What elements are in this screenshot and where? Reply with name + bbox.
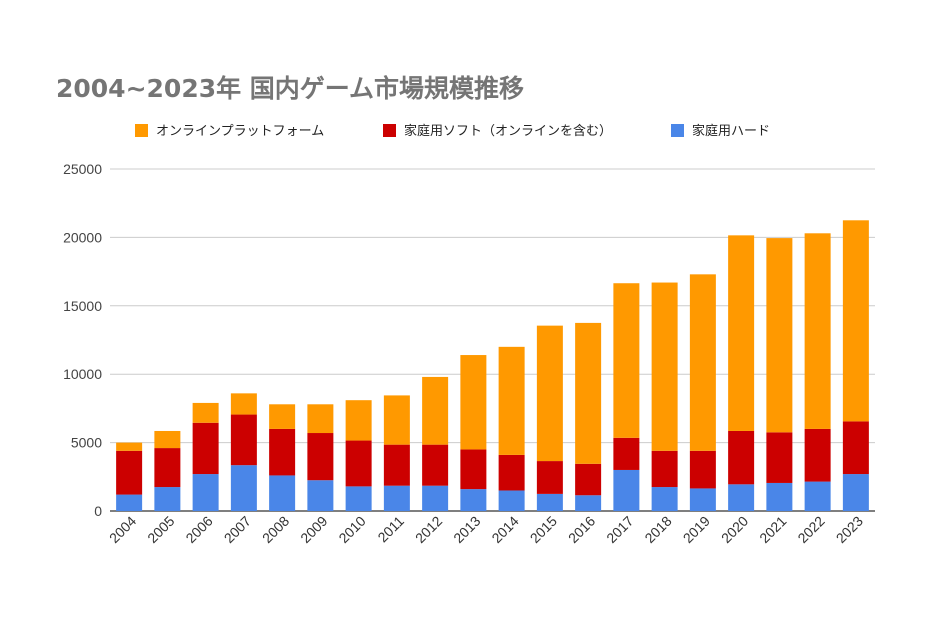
- y-tick-label: 15000: [63, 298, 102, 314]
- y-tick-label: 10000: [63, 366, 102, 382]
- bar-segment-online-2016: [575, 322, 602, 464]
- chart-gridlines: [110, 168, 875, 512]
- x-tick-label: 2013: [450, 513, 483, 546]
- bar-segment-hardware-2020: [728, 484, 755, 511]
- bar-segment-software-2004: [116, 450, 143, 495]
- chart-legend: オンラインプラットフォーム 家庭用ソフト（オンラインを含む） 家庭用ハード: [135, 123, 770, 139]
- bar-segment-software-2007: [230, 414, 257, 466]
- bar-segment-online-2008: [269, 404, 296, 429]
- bar-segment-software-2020: [728, 430, 755, 485]
- bar-segment-hardware-2010: [345, 486, 372, 511]
- x-tick-label: 2006: [182, 513, 215, 546]
- bar-segment-software-2010: [345, 440, 372, 487]
- x-tick-label: 2011: [374, 513, 407, 546]
- bar-segment-online-2009: [307, 404, 334, 434]
- bar-segment-online-2011: [383, 395, 410, 445]
- x-tick-label: 2005: [144, 513, 177, 546]
- x-tick-label: 2012: [412, 513, 445, 546]
- x-tick-label: 2009: [297, 513, 330, 546]
- bar-segment-software-2015: [536, 461, 563, 494]
- y-tick-label: 0: [94, 503, 102, 519]
- bar-segment-hardware-2013: [460, 489, 487, 511]
- x-axis-tick-labels: 2004 2005 2006 2007 2008 2009 2010 2011 2012 2013…: [106, 513, 866, 546]
- bar-segment-software-2017: [613, 437, 640, 470]
- bar-segment-hardware-2009: [307, 480, 334, 511]
- bar-segment-hardware-2011: [383, 485, 410, 511]
- bar-segment-software-2009: [307, 433, 334, 481]
- bar-segment-online-2019: [689, 274, 716, 451]
- bar-segment-online-2010: [345, 400, 372, 441]
- bar-segment-software-2016: [575, 463, 602, 496]
- bar-segment-hardware-2015: [536, 493, 563, 511]
- bar-segment-software-2011: [383, 444, 410, 486]
- bar-segment-hardware-2022: [804, 481, 831, 511]
- x-tick-label: 2017: [603, 513, 636, 546]
- legend-label-software: 家庭用ソフト（オンラインを含む）: [404, 123, 612, 139]
- bar-segment-online-2022: [804, 233, 831, 429]
- bar-segment-hardware-2017: [613, 469, 640, 511]
- bar-segment-hardware-2016: [575, 495, 602, 511]
- bar-segment-software-2019: [689, 450, 716, 489]
- bar-segment-online-2018: [651, 282, 678, 451]
- x-tick-label: 2016: [565, 513, 598, 546]
- bar-segment-software-2005: [154, 448, 181, 488]
- bar-segment-software-2013: [460, 449, 487, 490]
- bar-segment-software-2023: [842, 421, 869, 475]
- bar-segment-software-2006: [192, 422, 219, 475]
- x-tick-label: 2008: [259, 513, 292, 546]
- x-tick-label: 2007: [221, 513, 254, 546]
- bar-segment-hardware-2018: [651, 487, 678, 511]
- bar-segment-online-2021: [766, 238, 793, 433]
- bar-segment-hardware-2008: [269, 475, 296, 511]
- x-tick-label: 2019: [680, 513, 713, 546]
- bar-segment-online-2006: [192, 402, 219, 423]
- bar-segment-online-2013: [460, 355, 487, 450]
- y-tick-label: 20000: [63, 229, 102, 245]
- legend-label-hardware: 家庭用ハード: [692, 123, 770, 139]
- y-axis-tick-labels: 0 5000 10000 15000 20000 25000: [63, 161, 102, 519]
- bar-segment-hardware-2019: [689, 488, 716, 511]
- x-tick-label: 2004: [106, 513, 139, 546]
- x-tick-label: 2021: [756, 513, 789, 546]
- bar-segment-software-2014: [498, 454, 525, 491]
- legend-swatch-software: [383, 124, 396, 137]
- bar-segment-hardware-2014: [498, 490, 525, 511]
- bar-segment-hardware-2012: [422, 485, 449, 511]
- x-tick-label: 2018: [641, 513, 674, 546]
- x-tick-label: 2020: [718, 513, 751, 546]
- bar-segment-hardware-2005: [154, 487, 181, 511]
- bar-segment-online-2004: [116, 442, 143, 451]
- bar-segment-software-2018: [651, 450, 678, 488]
- bar-segment-online-2012: [422, 376, 449, 445]
- x-tick-label: 2022: [794, 513, 827, 546]
- legend-label-online: オンラインプラットフォーム: [156, 124, 324, 139]
- bar-segment-online-2005: [154, 430, 181, 449]
- bar-segment-software-2012: [422, 444, 449, 486]
- bar-segment-hardware-2021: [766, 482, 793, 511]
- bar-segment-software-2021: [766, 432, 793, 483]
- x-tick-label: 2015: [527, 513, 560, 546]
- chart-title: 2004~2023年 国内ゲーム市場規模推移: [56, 74, 524, 103]
- bar-segment-online-2007: [230, 393, 257, 415]
- y-tick-label: 5000: [71, 435, 102, 451]
- legend-swatch-hardware: [671, 124, 684, 137]
- legend-swatch-online: [135, 124, 148, 137]
- x-tick-label: 2010: [335, 513, 368, 546]
- bar-segment-software-2008: [269, 428, 296, 476]
- x-tick-label: 2023: [833, 513, 866, 546]
- y-tick-label: 25000: [63, 161, 102, 177]
- bar-segment-hardware-2004: [116, 494, 143, 511]
- bar-segment-online-2017: [613, 283, 640, 438]
- bar-segment-hardware-2006: [192, 474, 219, 511]
- bar-segment-software-2022: [804, 428, 831, 482]
- bar-segment-online-2020: [728, 235, 755, 431]
- bar-segment-online-2015: [536, 325, 563, 462]
- bar-segment-online-2014: [498, 346, 525, 455]
- bar-segment-online-2023: [842, 220, 869, 422]
- chart-bars: [116, 220, 869, 511]
- bar-segment-hardware-2007: [230, 465, 257, 511]
- bar-segment-hardware-2023: [842, 474, 869, 511]
- x-tick-label: 2014: [488, 513, 521, 546]
